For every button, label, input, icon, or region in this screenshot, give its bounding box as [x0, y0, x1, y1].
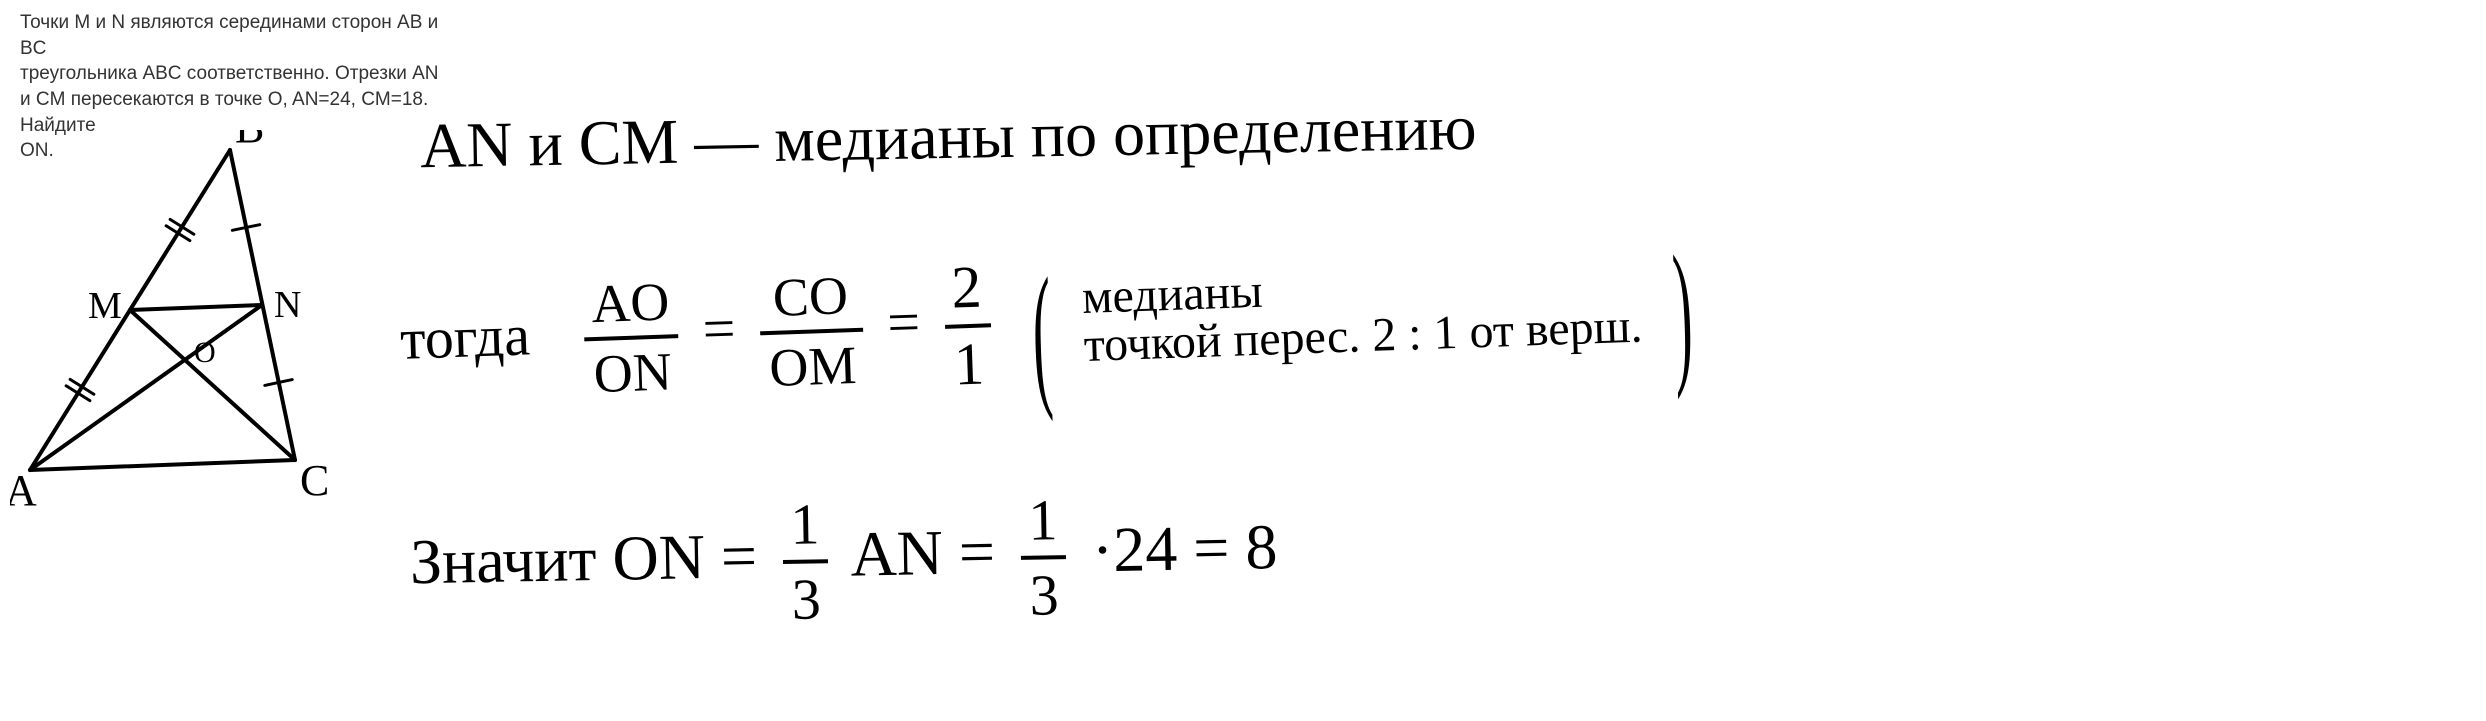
paren-left: ( — [1031, 285, 1053, 382]
frac-co-om: CO OM — [758, 264, 866, 400]
frac4-den: 3 — [783, 565, 829, 633]
problem-line3: и CM пересекаются в точке O, AN=24, CM=1… — [20, 89, 428, 136]
frac3-num: 2 — [942, 252, 990, 323]
frac-1-3b: 1 3 — [1020, 486, 1067, 629]
svg-text:M: M — [88, 285, 122, 327]
svg-text:B: B — [235, 130, 264, 152]
eq1: = — [702, 295, 737, 361]
problem-line2: треугольника ABC соответственно. Отрезки… — [20, 63, 439, 84]
frac1-den: ON — [585, 340, 681, 405]
frac-2-1: 2 1 — [942, 252, 993, 400]
eq2: = — [886, 289, 921, 355]
svg-text:N: N — [274, 284, 301, 326]
frac5-den: 3 — [1021, 561, 1067, 629]
hand-line-3: Значит ON = 1 3 AN = 1 3 ·24 = 8 — [409, 482, 1279, 639]
hand-tail-3: ·24 = 8 — [1091, 511, 1278, 585]
frac-ao-on: AO ON — [582, 270, 681, 405]
frac3-den: 1 — [945, 329, 993, 400]
hand-lead-3: Значит ON = — [409, 520, 757, 597]
svg-text:A: A — [10, 466, 37, 510]
problem-line1: Точки M и N являются серединами сторон A… — [20, 12, 438, 59]
hand-line-1: AN и CM — медианы по определению — [419, 91, 1477, 183]
frac4-num: 1 — [782, 490, 828, 558]
hand-mid-3: AN = — [850, 516, 996, 590]
frac2-num: CO — [758, 264, 863, 330]
hand-lead-2: тогда — [399, 303, 531, 372]
svg-text:O: O — [194, 336, 216, 369]
paren-note: медианы точкой перес. 2 : 1 от верш. — [1081, 255, 1643, 370]
hand-text-1: AN и CM — медианы по определению — [419, 92, 1477, 181]
paren-right: ) — [1672, 263, 1694, 360]
frac1-num: AO — [582, 270, 678, 335]
frac2-den: OM — [760, 334, 865, 400]
frac-1-3a: 1 3 — [782, 490, 829, 633]
hand-line-2: тогда AO ON = CO OM = 2 1 ( медианы точк… — [398, 227, 1712, 419]
triangle-diagram: A B C M N O — [10, 130, 370, 510]
frac5-num: 1 — [1020, 486, 1066, 554]
svg-text:C: C — [300, 456, 329, 505]
